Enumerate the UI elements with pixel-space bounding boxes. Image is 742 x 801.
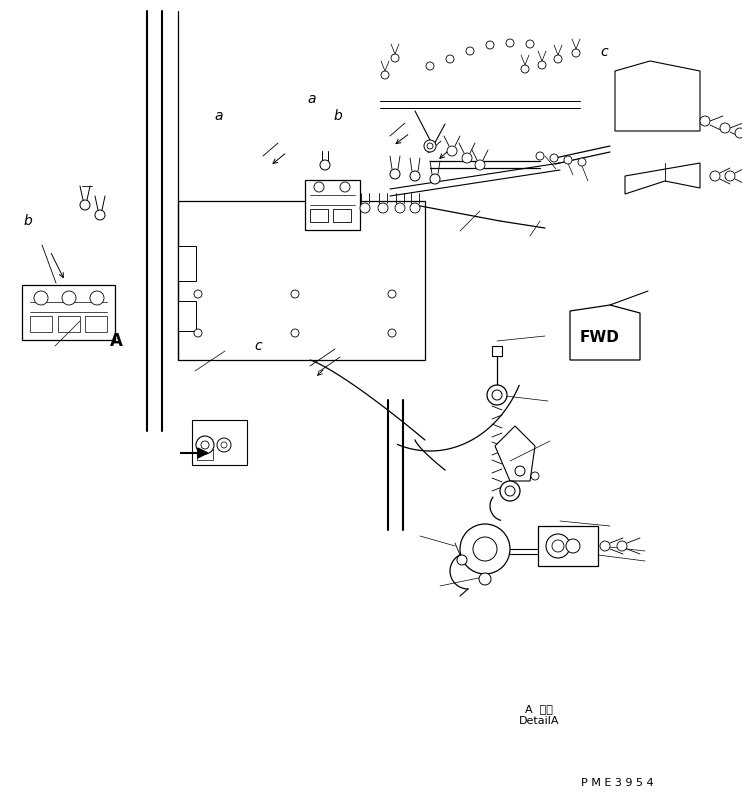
Circle shape [457,555,467,565]
Circle shape [505,486,515,496]
Circle shape [430,174,440,184]
Text: b: b [24,214,33,228]
Circle shape [314,182,324,192]
Circle shape [536,152,544,160]
Text: b: b [334,109,343,123]
Circle shape [566,539,580,553]
Circle shape [552,540,564,552]
Circle shape [526,40,534,48]
Bar [22,285,115,340]
Circle shape [462,153,472,163]
Bar [30,316,52,332]
Circle shape [600,541,610,551]
Circle shape [550,154,558,162]
Circle shape [378,203,388,213]
Circle shape [196,436,214,454]
Circle shape [538,61,546,69]
Circle shape [460,524,510,574]
Circle shape [221,442,227,448]
Circle shape [291,290,299,298]
Circle shape [486,41,494,49]
Bar [192,420,247,465]
Circle shape [710,171,720,181]
Circle shape [492,390,502,400]
Circle shape [201,441,209,449]
Circle shape [554,55,562,63]
Polygon shape [178,201,425,360]
Circle shape [446,55,454,63]
Circle shape [427,143,433,149]
Text: A: A [110,332,123,350]
Circle shape [521,65,529,73]
Text: c: c [600,45,608,59]
Circle shape [506,39,514,47]
Text: a: a [307,91,316,106]
Text: FWD: FWD [580,331,620,345]
Bar [58,316,80,332]
Circle shape [320,160,330,170]
Bar [178,301,196,331]
Circle shape [564,156,572,164]
Circle shape [340,182,350,192]
Circle shape [391,54,399,62]
Circle shape [95,210,105,220]
Circle shape [194,290,202,298]
Circle shape [90,291,104,305]
Circle shape [395,203,405,213]
Circle shape [735,128,742,138]
Circle shape [217,438,231,452]
Bar [538,526,598,566]
Bar [178,246,196,281]
Circle shape [578,158,586,166]
Circle shape [725,171,735,181]
Bar [197,449,213,460]
Circle shape [388,329,396,337]
Circle shape [80,200,90,210]
Text: P M E 3 9 5 4: P M E 3 9 5 4 [581,779,654,788]
Bar [305,180,360,230]
Circle shape [546,534,570,558]
Circle shape [479,573,491,585]
Polygon shape [570,305,640,360]
Circle shape [410,203,420,213]
Circle shape [62,291,76,305]
Circle shape [424,140,436,152]
Circle shape [381,71,389,79]
Circle shape [515,466,525,476]
Circle shape [617,541,627,551]
Circle shape [466,47,474,55]
Circle shape [473,537,497,561]
Circle shape [291,329,299,337]
Circle shape [720,123,730,133]
Circle shape [410,171,420,181]
Text: c: c [255,339,262,353]
Polygon shape [625,163,700,194]
Circle shape [388,290,396,298]
Circle shape [194,329,202,337]
Bar [492,346,502,356]
Circle shape [426,62,434,70]
Circle shape [700,116,710,126]
Polygon shape [495,426,535,481]
Text: DetailA: DetailA [519,716,559,726]
Text: a: a [214,109,223,123]
Bar [85,316,107,332]
Circle shape [447,146,457,156]
Polygon shape [615,61,700,131]
Circle shape [475,160,485,170]
Circle shape [360,203,370,213]
Circle shape [531,472,539,480]
Circle shape [500,481,520,501]
Circle shape [487,385,507,405]
Bar [333,209,351,222]
Text: A  詳細: A 詳細 [525,704,553,714]
Circle shape [34,291,48,305]
Circle shape [390,169,400,179]
Circle shape [572,49,580,57]
Bar [310,209,328,222]
